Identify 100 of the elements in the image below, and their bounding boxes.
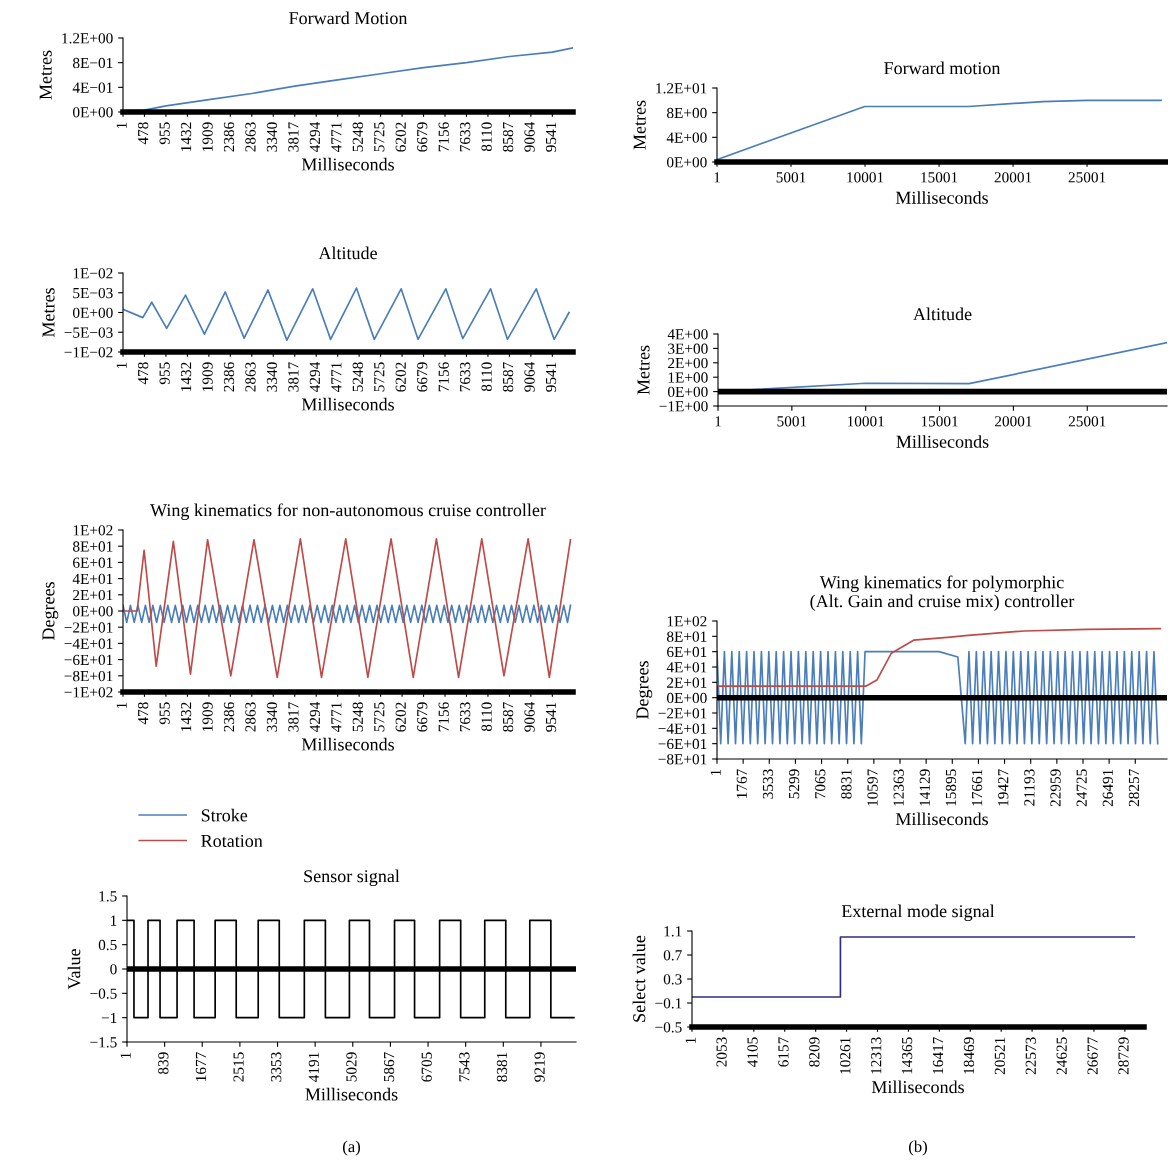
x-tick-label: 5029 bbox=[346, 1052, 357, 1082]
y-tick-label: −5E−03 bbox=[64, 327, 113, 338]
x-tick-label: 1909 bbox=[202, 702, 213, 731]
x-tick-label: 8110 bbox=[481, 362, 492, 392]
x-tick-label: 8587 bbox=[502, 702, 514, 732]
x-tick-label: 5248 bbox=[352, 362, 363, 392]
x-tick-label: 2386 bbox=[223, 122, 235, 152]
y-axis-title: Degrees bbox=[42, 582, 59, 641]
y-tick-label: −0.1 bbox=[655, 998, 682, 1009]
x-tick-label: 28257 bbox=[1128, 769, 1140, 807]
x-tick-label: 10597 bbox=[867, 769, 878, 806]
x-tick-label: 5248 bbox=[352, 702, 363, 732]
line-series bbox=[717, 99, 1162, 161]
x-tick-label: 24725 bbox=[1076, 769, 1087, 807]
chart-title: Wing kinematics for polymorphic (Alt. Gain and cruise mix) controller bbox=[810, 575, 1075, 611]
x-tick-label: 2863 bbox=[245, 702, 256, 732]
x-tick-label: 3533 bbox=[762, 769, 774, 799]
x-tick-label: 4294 bbox=[309, 701, 321, 732]
x-tick-label: 3353 bbox=[271, 1052, 282, 1082]
y-tick-label: 5E−03 bbox=[73, 287, 113, 299]
y-tick-label: 0E+00 bbox=[667, 692, 707, 704]
x-tick-label: 8110 bbox=[481, 702, 492, 732]
line-series bbox=[123, 538, 572, 679]
y-tick-label: 8E+01 bbox=[667, 631, 707, 642]
y-axis-title: Degrees bbox=[636, 661, 653, 720]
x-tick-label: 25001 bbox=[1068, 416, 1106, 427]
x-tick-label: 1 bbox=[116, 122, 127, 129]
x-tick-label: 5001 bbox=[777, 416, 807, 427]
x-tick-label: 18469 bbox=[963, 1037, 975, 1074]
x-tick-label: 8587 bbox=[502, 122, 514, 152]
x-tick-label: 6679 bbox=[417, 702, 428, 732]
x-tick-label: 9541 bbox=[545, 122, 557, 152]
x-tick-label: 4771 bbox=[331, 362, 342, 392]
x-tick-label: 9064 bbox=[524, 121, 535, 152]
y-tick-label: 2E+01 bbox=[73, 589, 113, 601]
chart-title: Forward Motion bbox=[289, 11, 408, 25]
x-tick-label: 2863 bbox=[245, 362, 256, 392]
x-tick-label: 8587 bbox=[502, 362, 514, 392]
x-tick-label: 1677 bbox=[195, 1052, 207, 1081]
y-tick-label: 2E+00 bbox=[668, 357, 708, 369]
x-tick-label: 10261 bbox=[840, 1037, 851, 1074]
x-tick-label: 2515 bbox=[233, 1052, 244, 1082]
x-tick-label: 12313 bbox=[871, 1037, 882, 1074]
line-series bbox=[123, 287, 570, 341]
x-tick-label: 5001 bbox=[776, 172, 806, 183]
x-tick-label: 25001 bbox=[1068, 172, 1106, 183]
y-tick-label: −1 bbox=[101, 1012, 117, 1023]
x-tick-label: 1909 bbox=[202, 362, 213, 391]
chart-title: Altitude bbox=[318, 246, 377, 260]
x-tick-label: 7065 bbox=[815, 769, 826, 799]
x-tick-label: 955 bbox=[159, 122, 170, 145]
x-tick-label: 26491 bbox=[1102, 769, 1113, 807]
y-tick-label: 1E−02 bbox=[73, 268, 113, 279]
y-tick-label: 0E+00 bbox=[667, 157, 707, 168]
y-tick-label: 0E+00 bbox=[73, 107, 113, 118]
y-axis-title: Value bbox=[67, 949, 81, 990]
x-tick-label: 4105 bbox=[747, 1037, 758, 1067]
x-tick-label: 4191 bbox=[308, 1052, 319, 1082]
x-tick-label: 4294 bbox=[309, 361, 321, 392]
x-tick-label: 10001 bbox=[847, 172, 884, 183]
x-tick-label: 4771 bbox=[331, 702, 342, 732]
y-tick-label: −1E+00 bbox=[659, 401, 708, 412]
x-tick-label: 6705 bbox=[421, 1052, 432, 1082]
x-tick-label: 15001 bbox=[921, 416, 958, 427]
legend-label: Rotation bbox=[201, 834, 263, 848]
x-tick-label: 7156 bbox=[438, 362, 449, 392]
y-tick-label: 1E+02 bbox=[667, 616, 707, 627]
x-tick-label: 15895 bbox=[945, 769, 957, 806]
x-tick-label: 9219 bbox=[534, 1052, 545, 1082]
y-tick-label: 0E+00 bbox=[73, 307, 113, 318]
x-tick-label: 10001 bbox=[847, 416, 884, 427]
x-tick-label: 2386 bbox=[223, 362, 235, 392]
x-tick-label: 5299 bbox=[788, 769, 800, 799]
x-tick-label: 5248 bbox=[352, 122, 363, 152]
x-tick-label: 28729 bbox=[1118, 1037, 1129, 1075]
y-tick-label: −2E+01 bbox=[658, 708, 707, 719]
x-tick-label: 8110 bbox=[481, 122, 492, 152]
y-axis-title: Metres bbox=[633, 100, 646, 150]
y-tick-label: −1E+02 bbox=[64, 687, 113, 698]
x-tick-label: 3817 bbox=[288, 362, 299, 392]
x-tick-label: 7156 bbox=[438, 122, 449, 152]
y-tick-label: −0.5 bbox=[90, 988, 117, 999]
y-axis-title: Metres bbox=[637, 345, 650, 395]
x-tick-label: 3817 bbox=[288, 702, 299, 732]
x-tick-label: 3340 bbox=[266, 702, 278, 732]
x-tick-label: 9541 bbox=[545, 362, 557, 392]
legend-label: Stroke bbox=[201, 808, 248, 822]
y-tick-label: −8E+01 bbox=[64, 670, 113, 682]
y-tick-label: −4E+01 bbox=[64, 638, 113, 649]
y-tick-label: 8E+00 bbox=[667, 107, 707, 119]
x-tick-label: 478 bbox=[137, 122, 149, 145]
x-tick-label: 7633 bbox=[460, 122, 471, 152]
x-tick-label: 1 bbox=[715, 416, 721, 427]
x-tick-label: 1767 bbox=[736, 769, 747, 798]
y-tick-label: 1E+00 bbox=[668, 372, 708, 383]
x-tick-label: 2386 bbox=[223, 702, 235, 732]
y-tick-label: −8E+01 bbox=[658, 754, 707, 765]
y-tick-label: 8E−01 bbox=[73, 57, 113, 69]
text: (b) bbox=[909, 1140, 927, 1156]
x-tick-label: 7633 bbox=[460, 702, 471, 732]
